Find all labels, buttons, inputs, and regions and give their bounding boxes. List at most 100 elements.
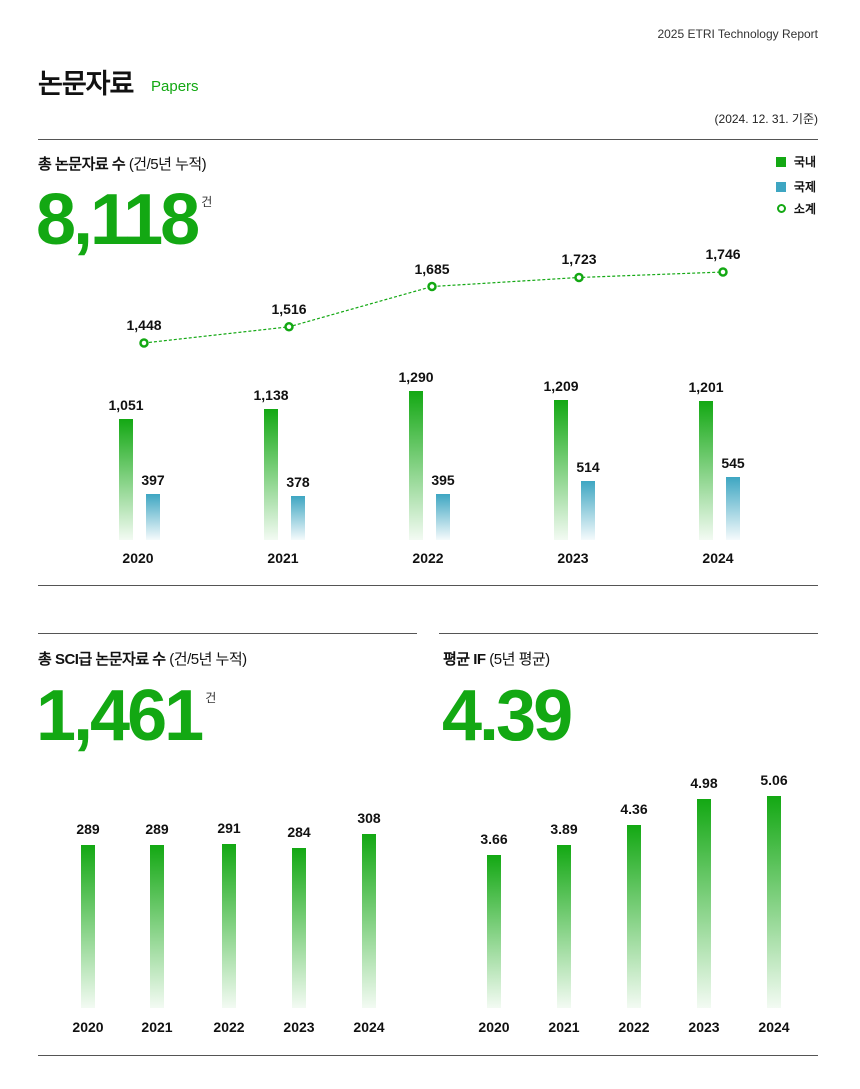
sci-label: 총 SCI급 논문자료 수 (38, 651, 166, 668)
sci-papers-figure: 1,461 건 (36, 680, 216, 752)
international-value: 514 (576, 458, 600, 475)
year-label: 2020 (122, 550, 154, 566)
domestic-swatch (775, 156, 786, 167)
total-label-note: (건/5년 누적) (128, 156, 207, 173)
international-bar (291, 496, 305, 540)
domestic-bar (554, 400, 568, 540)
year-label: 2022 (412, 550, 444, 566)
sci-label-note: (건/5년 누적) (169, 651, 247, 668)
bar (81, 844, 95, 1008)
subtotal-value: 1,746 (705, 246, 741, 262)
bar-value: 308 (357, 809, 381, 826)
bar-value: 284 (287, 823, 311, 840)
sci-papers-label: 총 SCI급 논문자료 수 (건/5년 누적) (38, 648, 247, 669)
domestic-value: 1,051 (108, 396, 144, 413)
year-label: 2024 (353, 1019, 385, 1035)
bar-value: 3.66 (480, 830, 508, 847)
subtotal-value: 1,448 (126, 317, 162, 333)
total-papers-figure: 8,118 건 (36, 184, 212, 256)
subtotal-point (139, 338, 149, 348)
year-label: 2023 (688, 1019, 720, 1035)
legend-domestic: 국내 (775, 153, 816, 170)
year-label: 2022 (618, 1019, 650, 1035)
subtotal-value: 1,685 (414, 260, 450, 277)
domestic-value: 1,290 (398, 369, 434, 385)
subtotal-point (574, 272, 584, 283)
subtotal-point (427, 281, 437, 292)
domestic-bar (699, 401, 713, 540)
subtotal-value: 1,516 (271, 300, 307, 317)
year-label: 2021 (267, 550, 299, 566)
legend-subtotal: 소계 (776, 200, 816, 217)
subtotal-point (284, 322, 294, 332)
divider (38, 633, 417, 634)
year-label: 2023 (557, 550, 589, 566)
bar (150, 844, 164, 1008)
year-label: 2020 (478, 1019, 510, 1035)
year-label: 2024 (702, 550, 734, 566)
divider (38, 139, 818, 140)
if-value: 4.39 (442, 676, 573, 756)
bar (292, 847, 306, 1008)
total-papers-value: 8,118 (36, 180, 200, 260)
domestic-value: 1,209 (543, 378, 579, 395)
international-bar (726, 477, 740, 540)
year-label: 2021 (141, 1019, 173, 1035)
divider (38, 585, 818, 586)
domestic-value: 1,201 (688, 379, 724, 396)
page-subtitle: Papers (151, 78, 199, 95)
domestic-value: 1,138 (253, 386, 289, 403)
total-label: 총 논문자료 수 (38, 156, 126, 173)
international-value: 545 (721, 455, 745, 472)
international-swatch (775, 181, 786, 192)
domestic-bar (119, 418, 133, 540)
if-label-text: 평균 IF (443, 651, 486, 668)
legend-label: 소계 (793, 202, 816, 216)
divider (38, 1055, 818, 1056)
bar (557, 845, 571, 1008)
domestic-bar (264, 408, 278, 540)
year-label: 2022 (213, 1019, 245, 1035)
international-value: 395 (431, 472, 455, 489)
subtotal-point (718, 267, 728, 277)
bar (767, 795, 781, 1008)
bar-value: 4.36 (620, 801, 648, 818)
total-papers-label: 총 논문자료 수 (건/5년 누적) (38, 153, 207, 174)
year-label: 2020 (72, 1019, 104, 1035)
if-label: 평균 IF (5년 평균) (443, 648, 550, 669)
bar-value: 4.98 (690, 775, 718, 792)
bar-value: 289 (145, 820, 169, 837)
international-bar (146, 494, 160, 540)
year-label: 2024 (758, 1019, 790, 1035)
international-bar (436, 494, 450, 540)
international-bar (581, 480, 595, 540)
legend-label: 국제 (793, 180, 816, 194)
if-label-note: (5년 평균) (489, 651, 550, 668)
bar (627, 825, 641, 1008)
subtotal-value: 1,723 (561, 251, 597, 268)
reference-date: (2024. 12. 31. 기준) (714, 112, 818, 126)
sci-unit: 건 (205, 691, 217, 705)
year-label: 2021 (548, 1019, 580, 1035)
page-title: 논문자료 (38, 69, 134, 99)
bar-value: 291 (217, 819, 241, 836)
bar-value: 3.89 (550, 821, 578, 837)
bar (697, 799, 711, 1008)
total-unit: 건 (201, 195, 213, 209)
international-value: 397 (141, 472, 165, 489)
bar-value: 289 (76, 820, 100, 837)
bar (222, 843, 236, 1008)
domestic-bar (409, 391, 423, 540)
legend-label: 국내 (793, 155, 816, 169)
legend-international: 국제 (775, 178, 816, 195)
bar-value: 5.06 (760, 771, 788, 788)
bar (487, 854, 501, 1008)
international-value: 378 (286, 474, 310, 491)
sci-papers-value: 1,461 (36, 676, 204, 756)
year-label: 2023 (283, 1019, 315, 1035)
subtotal-marker (776, 204, 786, 213)
bar (362, 833, 376, 1008)
divider (439, 633, 818, 634)
subtotal-line (143, 271, 724, 344)
